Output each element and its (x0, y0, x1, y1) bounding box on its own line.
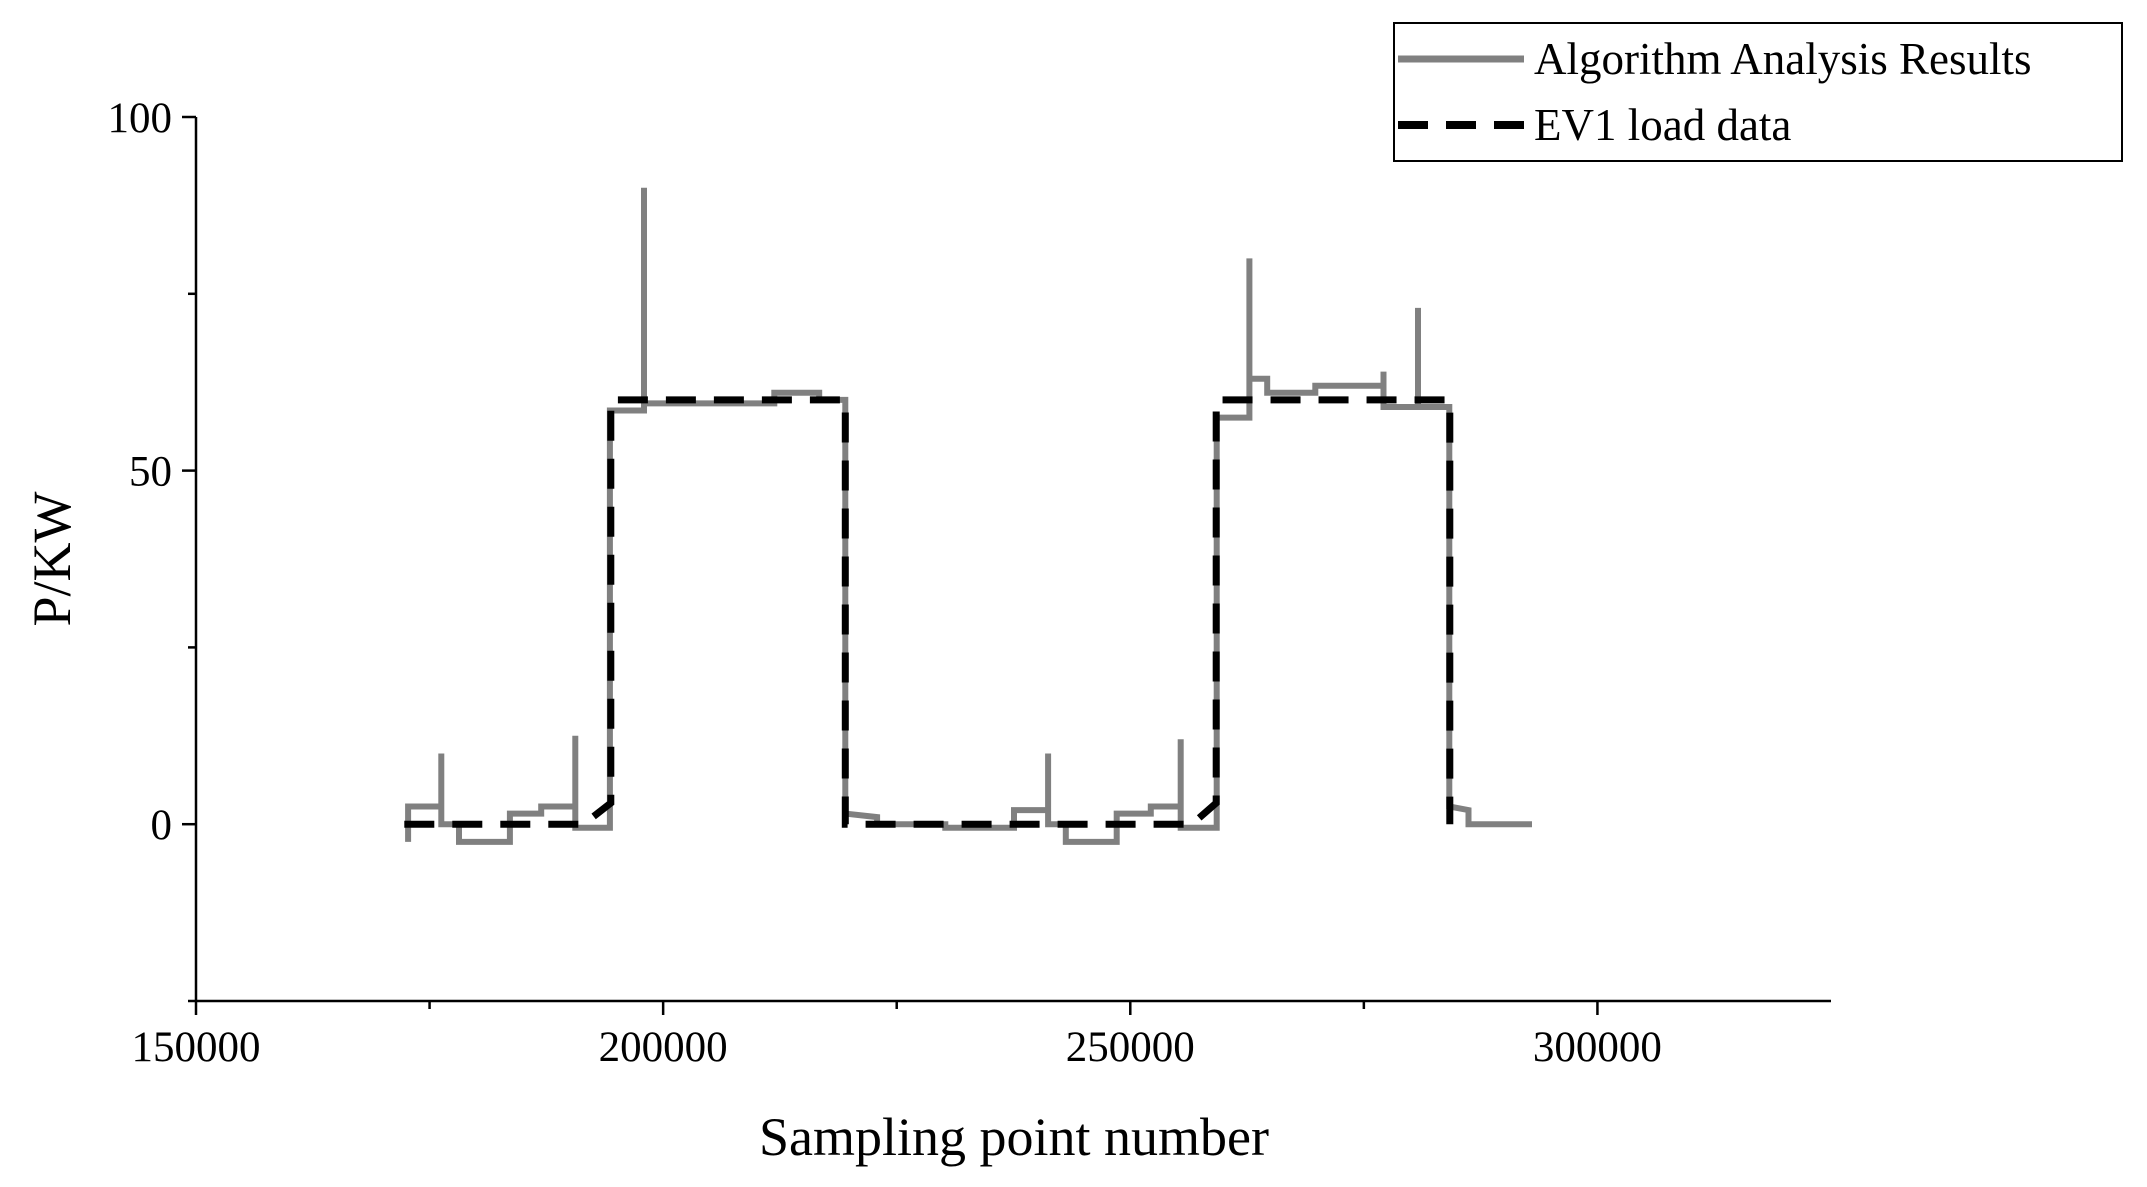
y-tick-label: 100 (108, 95, 173, 142)
x-tick-label: 200000 (599, 1024, 728, 1071)
legend-label: Algorithm Analysis Results (1534, 34, 2032, 84)
x-tick-label: 150000 (132, 1024, 261, 1071)
legend-label: EV1 load data (1534, 100, 1791, 150)
x-tick-label: 300000 (1533, 1024, 1662, 1071)
series-line (405, 187, 1532, 845)
y-tick-label: 0 (151, 802, 173, 849)
y-tick-label: 50 (129, 449, 172, 496)
legend-box (1393, 22, 2123, 162)
x-axis-label: Sampling point number (759, 1107, 1269, 1167)
series-line (404, 396, 1454, 828)
x-tick-label: 250000 (1066, 1024, 1195, 1071)
y-axis-label: P/KW (22, 491, 82, 626)
